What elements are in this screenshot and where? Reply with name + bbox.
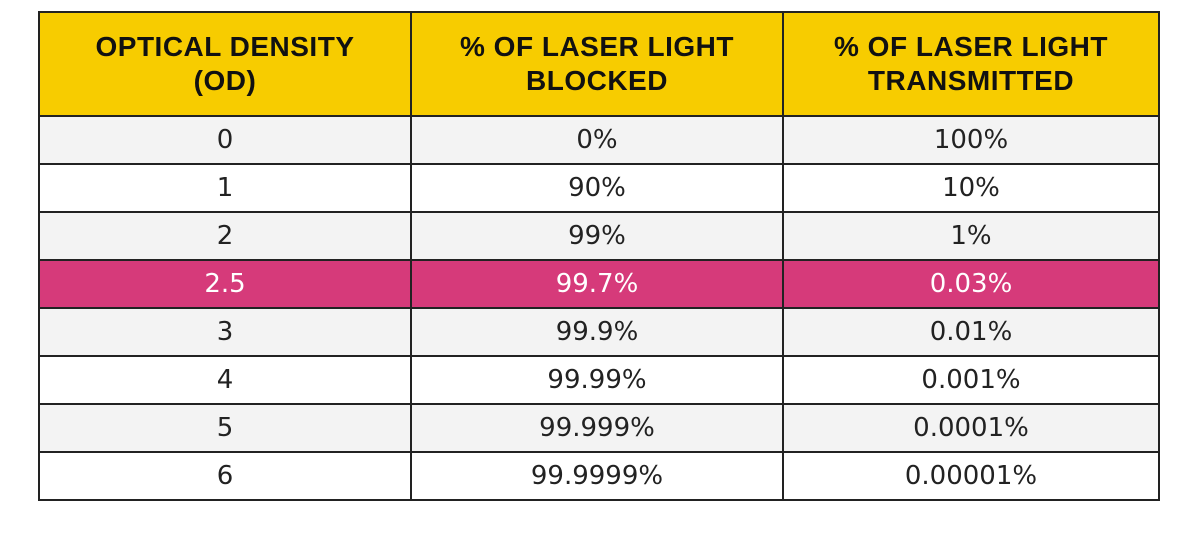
- header-percent-blocked: % OF LASER LIGHT BLOCKED: [410, 11, 784, 117]
- header-line: TRANSMITTED: [867, 65, 1075, 96]
- table-row: 4 99.99% 0.001%: [38, 355, 1160, 405]
- transmitted-cell: 1%: [782, 211, 1160, 261]
- header-line: BLOCKED: [526, 65, 668, 96]
- transmitted-cell: 10%: [782, 163, 1160, 213]
- od-cell: 5: [38, 403, 412, 453]
- table-row: 2 99% 1%: [38, 211, 1160, 261]
- blocked-cell: 99.999%: [410, 403, 784, 453]
- blocked-cell: 99%: [410, 211, 784, 261]
- header-optical-density: OPTICAL DENSITY (OD): [38, 11, 412, 117]
- header-line: (OD): [193, 65, 257, 96]
- transmitted-cell: 0.00001%: [782, 451, 1160, 501]
- od-cell: 1: [38, 163, 412, 213]
- table-row-highlighted: 2.5 99.7% 0.03%: [38, 259, 1160, 309]
- table-row: 1 90% 10%: [38, 163, 1160, 213]
- header-row: OPTICAL DENSITY (OD) % OF LASER LIGHT BL…: [38, 11, 1160, 117]
- blocked-cell: 99.99%: [410, 355, 784, 405]
- transmitted-cell: 0.0001%: [782, 403, 1160, 453]
- blocked-cell: 99.9%: [410, 307, 784, 357]
- blocked-cell: 0%: [410, 115, 784, 165]
- od-cell: 4: [38, 355, 412, 405]
- header-line: % OF LASER LIGHT: [460, 31, 734, 62]
- table-row: 0 0% 100%: [38, 115, 1160, 165]
- od-cell: 6: [38, 451, 412, 501]
- header-percent-transmitted: % OF LASER LIGHT TRANSMITTED: [782, 11, 1160, 117]
- od-cell: 3: [38, 307, 412, 357]
- table-body: 0 0% 100% 1 90% 10% 2 99% 1% 2.5 99.7% 0…: [38, 115, 1160, 501]
- od-cell: 2: [38, 211, 412, 261]
- transmitted-cell: 0.03%: [782, 259, 1160, 309]
- transmitted-cell: 100%: [782, 115, 1160, 165]
- optical-density-table: OPTICAL DENSITY (OD) % OF LASER LIGHT BL…: [38, 11, 1160, 501]
- blocked-cell: 99.7%: [410, 259, 784, 309]
- table-row: 3 99.9% 0.01%: [38, 307, 1160, 357]
- table-row: 5 99.999% 0.0001%: [38, 403, 1160, 453]
- table-row: 6 99.9999% 0.00001%: [38, 451, 1160, 501]
- transmitted-cell: 0.001%: [782, 355, 1160, 405]
- od-cell: 2.5: [38, 259, 412, 309]
- transmitted-cell: 0.01%: [782, 307, 1160, 357]
- header-line: % OF LASER LIGHT: [834, 31, 1108, 62]
- blocked-cell: 99.9999%: [410, 451, 784, 501]
- od-cell: 0: [38, 115, 412, 165]
- header-line: OPTICAL DENSITY: [95, 31, 355, 62]
- blocked-cell: 90%: [410, 163, 784, 213]
- table-header: OPTICAL DENSITY (OD) % OF LASER LIGHT BL…: [38, 11, 1160, 117]
